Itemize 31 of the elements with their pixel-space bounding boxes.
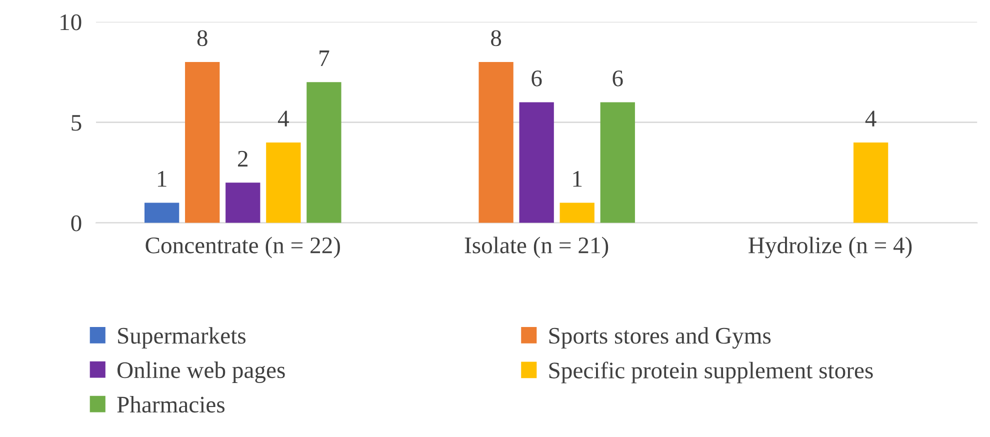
legend-label: Pharmacies	[117, 396, 224, 413]
bar	[306, 82, 342, 223]
x-tick-label: Isolate (n = 21)	[464, 236, 608, 258]
data-label: 4	[865, 110, 876, 126]
bar	[185, 62, 220, 223]
x-tick-label: Concentrate (n = 22)	[146, 236, 340, 258]
bar	[478, 62, 514, 223]
legend-label: Sports stores and Gyms	[549, 327, 771, 349]
bar	[600, 102, 635, 223]
bar	[144, 202, 180, 223]
legend-label: Specific protein supplement stores	[549, 362, 873, 384]
data-label: 4	[278, 110, 289, 126]
y-tick-label: 0	[71, 215, 82, 232]
y-tick-label: 10	[60, 14, 82, 30]
y-tick-label: 5	[72, 115, 82, 131]
bar	[519, 102, 554, 223]
data-label: 6	[612, 70, 623, 86]
data-label: 8	[197, 30, 208, 46]
bar	[560, 202, 594, 223]
data-label: 8	[491, 30, 502, 46]
bar	[853, 142, 888, 223]
legend-label: Online web pages	[117, 362, 285, 384]
x-tick-label: Hydrolize (n = 4)	[748, 236, 912, 258]
data-label: 7	[320, 50, 330, 66]
data-label: 1	[158, 171, 166, 187]
data-label: 2	[238, 150, 248, 167]
bar	[226, 182, 260, 223]
legend-label: Supermarkets	[118, 327, 246, 349]
data-label: 6	[532, 70, 542, 86]
bar	[266, 142, 301, 223]
data-label: 1	[573, 171, 582, 187]
